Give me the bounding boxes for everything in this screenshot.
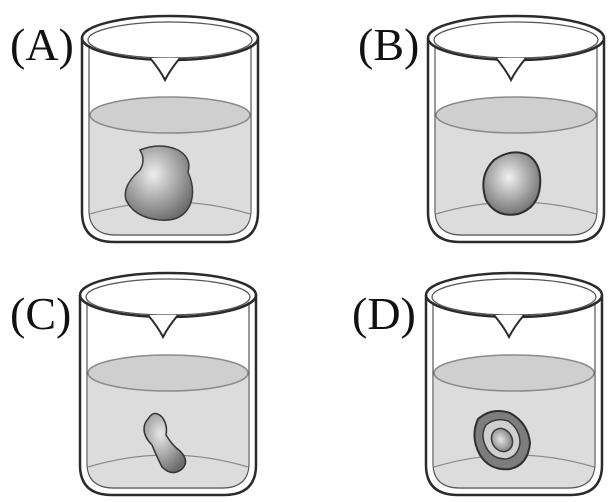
beaker-b xyxy=(306,0,612,251)
label-d: (D) xyxy=(352,291,416,337)
label-b: (B) xyxy=(358,22,419,68)
beaker-rim-inner xyxy=(88,22,252,58)
water-surface xyxy=(90,97,250,133)
beaker-rim xyxy=(426,273,602,317)
beaker-spout xyxy=(496,58,526,80)
panel-d: (D) xyxy=(306,251,612,502)
label-c: (C) xyxy=(10,291,71,337)
water-surface xyxy=(436,97,596,133)
beaker-spout xyxy=(494,315,524,337)
beaker-rim-inner xyxy=(432,279,596,315)
panel-b: (B) xyxy=(306,0,612,251)
beaker-rim-inner xyxy=(434,22,598,58)
beaker-rim xyxy=(80,273,256,317)
object-round-blob xyxy=(483,152,540,214)
label-a: (A) xyxy=(10,22,74,68)
water-surface xyxy=(434,355,594,391)
beaker-spout xyxy=(148,315,178,337)
beaker-rim-inner xyxy=(86,279,250,315)
beaker-spout xyxy=(150,58,180,80)
panel-a: (A) xyxy=(0,0,306,251)
panel-c: (C) xyxy=(0,251,306,502)
water-surface xyxy=(88,355,248,391)
